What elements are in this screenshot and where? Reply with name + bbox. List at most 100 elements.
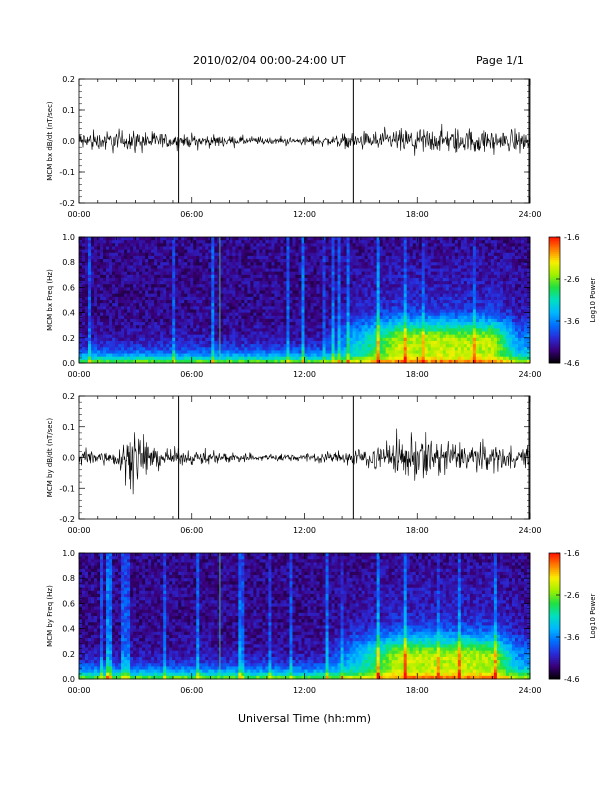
heat-cell [343,347,347,351]
heat-cell [262,328,266,332]
heat-cell [223,284,227,288]
heat-cell [232,296,236,301]
heat-cell [178,312,182,317]
heat-cell [175,240,179,244]
heat-cell [325,265,329,269]
heat-cell [118,353,122,358]
heat-cell [385,259,390,263]
heat-cell [295,246,299,250]
heat-cell [394,262,399,266]
heat-cell [97,340,101,345]
heat-cell [337,331,341,336]
heat-cell [313,318,317,323]
heat-cell [208,312,212,317]
heat-cell [118,306,122,310]
heat-cell [94,312,98,317]
heat-cell [262,359,266,364]
heat-cell [301,353,305,358]
heat-cell [400,328,405,332]
heat-cell [175,350,179,354]
heat-cell [229,240,233,244]
heat-cell [433,306,438,310]
heat-cell [361,325,366,329]
heat-cell [325,271,329,276]
heat-cell [199,259,203,263]
heat-cell [316,274,320,279]
heat-cell [229,246,233,250]
heat-cell [262,325,266,329]
heat-cell [145,344,149,348]
heat-cell [325,306,329,310]
heat-cell [118,356,122,361]
heat-cell [256,350,260,354]
heat-cell [226,293,230,298]
heat-cell [382,249,387,254]
heat-cell [166,309,170,313]
heat-cell [298,293,302,298]
heat-cell [106,309,110,313]
heat-cell [178,303,182,307]
heat-cell [109,344,113,348]
heat-cell [181,290,185,295]
heat-cell [298,337,302,342]
heat-cell [124,237,128,241]
heat-cell [337,337,341,342]
heat-cell [406,315,411,320]
heat-cell [352,243,357,247]
heat-cell [289,255,293,260]
heat-cell [172,331,176,336]
heat-cell [121,237,125,241]
heat-cell [349,353,354,358]
heat-cell [397,334,402,339]
heat-cell [169,300,173,304]
heat-cell [397,340,402,345]
heat-cell [229,331,233,336]
heat-cell [238,259,242,263]
heat-cell [424,259,429,263]
heat-cell [265,347,269,351]
heat-cell [283,293,287,298]
heat-cell [292,246,296,250]
heat-cell [166,315,170,320]
heat-cell [205,359,209,364]
heat-cell [370,255,375,260]
heat-cell [157,337,161,342]
heat-cell [298,246,302,250]
heat-cell [178,350,182,354]
heat-cell [259,315,263,320]
heat-cell [196,265,200,269]
heat-cell [139,277,143,282]
heat-cell [196,255,200,260]
heat-cell [277,249,281,254]
heat-cell [154,296,158,301]
heat-cell [343,337,347,342]
heat-cell [373,259,378,263]
heat-cell [256,259,260,263]
heat-cell [217,237,221,241]
heat-cell [403,255,408,260]
heat-cell [337,350,341,354]
heat-cell [82,290,86,295]
heat-cell [421,344,426,348]
heat-cell [271,315,275,320]
heat-cell [223,287,227,291]
heat-cell [181,243,185,247]
heat-cell [154,255,158,260]
heat-cell [427,246,432,250]
heat-cell [142,255,146,260]
heat-cell [361,287,366,291]
heat-cell [175,312,179,317]
heat-cell [265,334,269,339]
heat-cell [121,281,125,285]
heat-cell [346,303,350,307]
heat-cell [82,265,86,269]
heat-cell [298,237,302,241]
heat-cell [163,331,167,336]
heat-cell [295,315,299,320]
heat-cell [145,268,149,273]
heat-cell [229,265,233,269]
heat-cell [124,356,128,361]
heat-cell [280,303,284,307]
heat-cell [211,300,215,304]
heat-cell [409,249,414,254]
